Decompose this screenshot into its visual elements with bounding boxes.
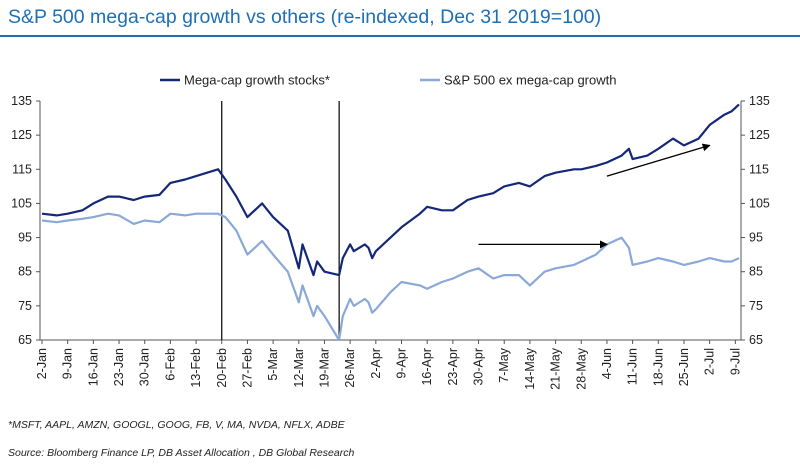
x-tick-label: 9-Jan (61, 348, 75, 379)
x-tick-label: 14-May (523, 347, 537, 389)
series-line-mega-cap (41, 103, 740, 277)
x-tick-label: 28-May (574, 347, 588, 389)
y-tick-label-left: 115 (12, 162, 32, 176)
trend-arrow (606, 143, 711, 177)
y-tick-label-left: 75 (18, 299, 32, 313)
title-underline (0, 35, 800, 37)
source-note: Source: Bloomberg Finance LP, DB Asset A… (8, 447, 355, 459)
x-tick-label: 5-Mar (266, 348, 280, 381)
y-tick-label-right: 95 (749, 231, 763, 245)
x-tick-label: 2-Apr (369, 348, 383, 379)
x-tick-label: 7-May (497, 347, 511, 382)
x-tick-label: 16-Apr (420, 348, 434, 386)
x-tick-label: 4-Jun (600, 348, 614, 379)
x-tick-label: 12-Mar (292, 348, 306, 388)
series-lines (41, 103, 740, 342)
trend-arrows (478, 143, 711, 249)
x-tick-label: 21-May (549, 347, 563, 389)
chart-title: S&P 500 mega-cap growth vs others (re-in… (8, 6, 602, 28)
x-tick-label: 13-Feb (189, 348, 203, 388)
x-tick-label: 16-Jan (86, 348, 100, 386)
x-tick-label: 2-Jul (703, 348, 717, 375)
x-tick-label: 9-Apr (395, 348, 409, 379)
x-tick-label: 25-Jun (677, 348, 691, 386)
x-tick-label: 27-Feb (240, 348, 254, 388)
x-tick-label: 2-Jan (35, 348, 49, 379)
y-tick-label-right: 75 (749, 299, 763, 313)
axes: 65 65 75 75 85 85 95 95 105 105 115 115 125 125 135 135… (11, 94, 770, 390)
x-tick-label: 30-Jan (138, 348, 152, 386)
y-tick-label-left: 105 (11, 196, 32, 210)
vertical-markers (221, 101, 340, 340)
y-tick-label-right: 65 (749, 333, 763, 347)
y-tick-label-left: 95 (18, 231, 32, 245)
y-tick-label-left: 125 (11, 128, 32, 142)
y-tick-label-right: 115 (749, 162, 769, 176)
x-tick-label: 18-Jun (651, 348, 665, 386)
y-tick-label-left: 65 (18, 333, 32, 347)
y-tick-label-left: 135 (11, 94, 32, 108)
x-tick-label: 26-Mar (343, 348, 357, 388)
x-tick-label: 30-Apr (472, 348, 486, 386)
x-tick-label: 20-Feb (215, 348, 229, 388)
x-tick-label: 23-Jan (112, 348, 126, 386)
x-tick-label: 11-Jun (626, 348, 640, 385)
legend: Mega-cap growth stocks* S&P 500 ex mega-… (160, 73, 616, 88)
series-line-ex-mega-cap (41, 212, 740, 342)
x-tick-label: 9-Jul (728, 348, 742, 375)
y-tick-label-right: 125 (749, 128, 770, 142)
x-tick-label: 23-Apr (446, 348, 460, 386)
x-tick-label: 6-Feb (163, 348, 177, 381)
y-tick-label-left: 85 (18, 265, 32, 279)
legend-label-ex-mega-cap: S&P 500 ex mega-cap growth (444, 73, 616, 88)
footnote: *MSFT, AAPL, AMZN, GOOGL, GOOG, FB, V, M… (8, 419, 345, 431)
x-tick-label: 19-Mar (317, 348, 331, 388)
y-tick-label-right: 135 (749, 94, 770, 108)
y-tick-label-right: 85 (749, 265, 763, 279)
legend-label-mega-cap: Mega-cap growth stocks* (184, 73, 330, 88)
y-tick-label-right: 105 (749, 196, 770, 210)
